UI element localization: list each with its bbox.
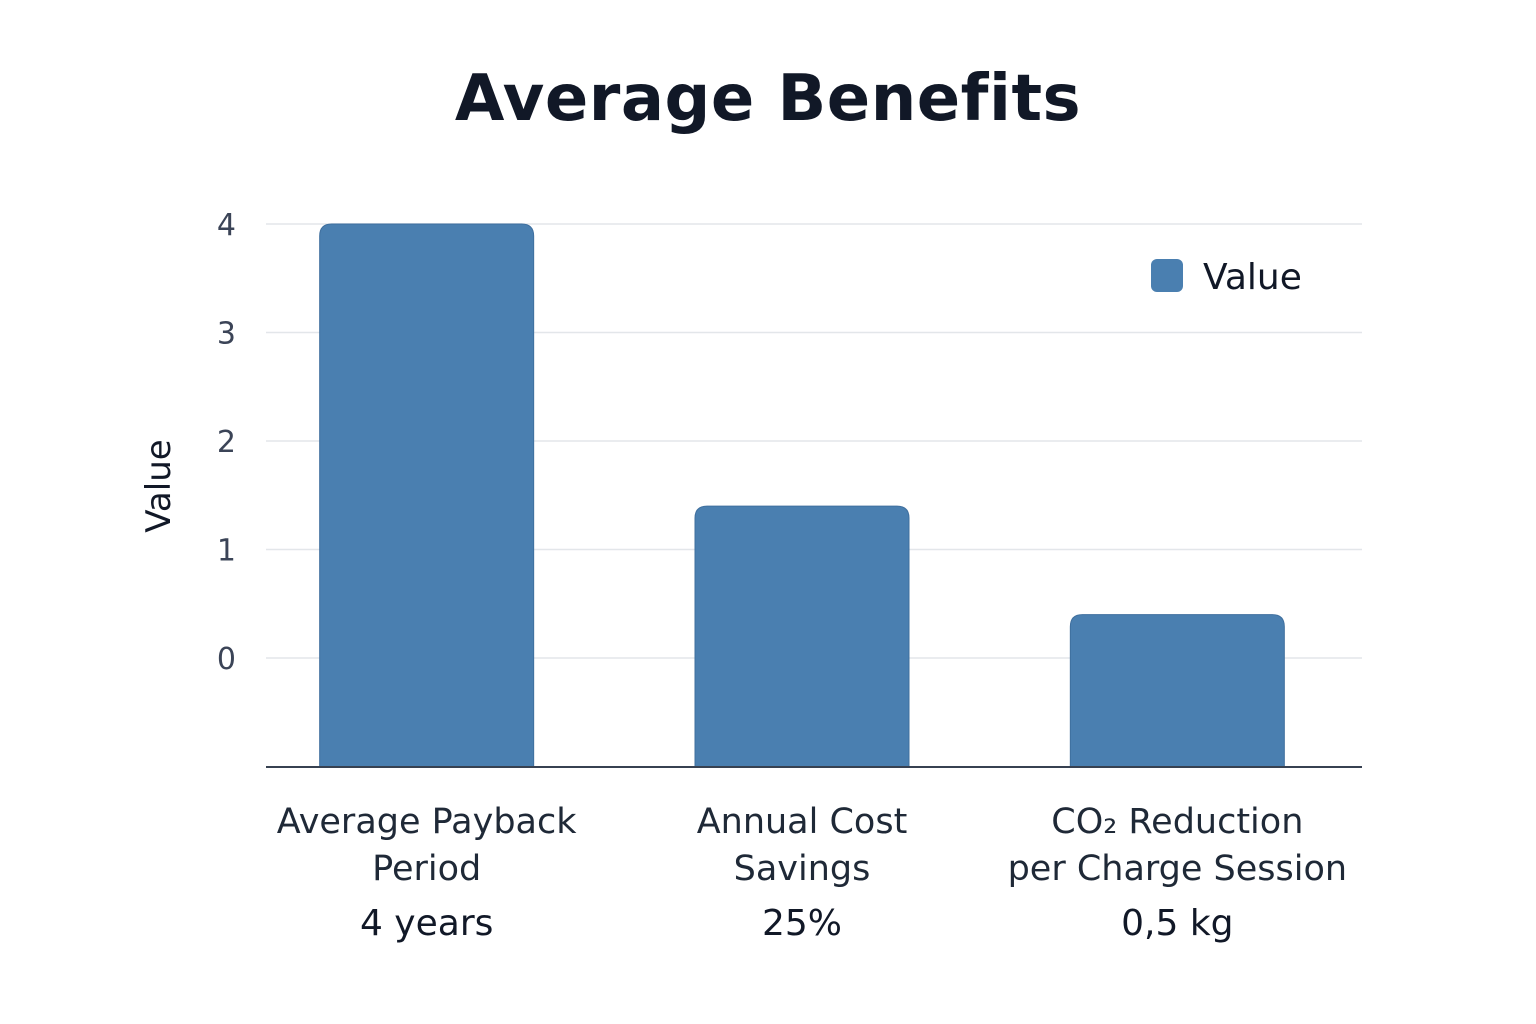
y-tick-label: 4 <box>217 208 236 243</box>
x-tick-label: Period <box>372 849 481 889</box>
y-tick-label: 3 <box>217 317 236 352</box>
legend-swatch <box>1151 259 1183 292</box>
data-label: 0,5 kg <box>1121 903 1233 944</box>
data-label: 25% <box>762 903 842 944</box>
chart-title: Average Benefits <box>454 62 1082 136</box>
legend-label: Value <box>1203 257 1302 298</box>
x-tick-label: CO₂ Reduction <box>1051 802 1303 842</box>
x-tick-label: Average Payback <box>277 802 577 842</box>
x-tick-label: per Charge Session <box>1008 849 1348 889</box>
bar <box>1069 614 1285 768</box>
x-tick-label: Savings <box>734 849 871 889</box>
x-tick-label: Annual Cost <box>697 802 908 842</box>
y-tick-label: 0 <box>217 642 236 677</box>
y-tick-label: 1 <box>217 534 236 569</box>
data-label: 4 years <box>360 903 493 944</box>
bar <box>694 505 910 768</box>
bar <box>319 223 535 768</box>
y-tick-label: 2 <box>217 425 236 460</box>
y-axis-label: Value <box>139 439 179 532</box>
